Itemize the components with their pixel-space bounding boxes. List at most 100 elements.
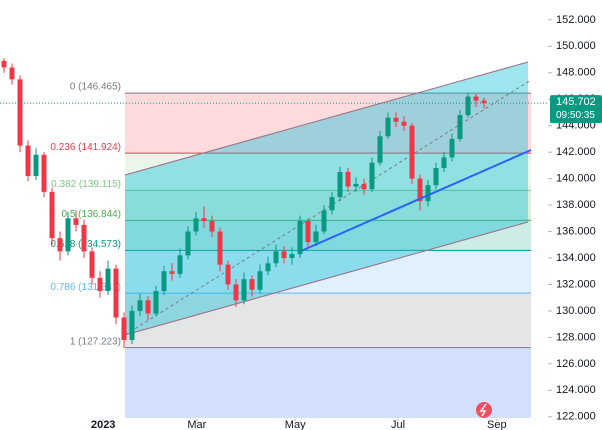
fib-zone (125, 220, 531, 251)
candle-body (25, 145, 31, 176)
candle-body (65, 218, 71, 252)
candle-body (177, 255, 183, 274)
y-tick-label: 150.000 (556, 40, 596, 52)
y-tick-label: 142.000 (556, 146, 596, 158)
logo-bolt (479, 403, 487, 417)
fib-zone (125, 250, 531, 294)
candle-body (89, 251, 95, 278)
axis-background (548, 0, 602, 430)
candle-body (217, 231, 223, 265)
x-tick-label: May (285, 419, 306, 430)
candle-body (393, 117, 399, 122)
candle-body (201, 218, 207, 221)
fib-level-label: 0.382 (139.115) (51, 179, 121, 190)
candle-body (425, 185, 431, 202)
candle-body (41, 154, 47, 192)
y-tick-label: 136.000 (556, 225, 596, 237)
candle-body (481, 100, 487, 104)
candle-body (9, 67, 15, 80)
countdown: 09:50:35 (556, 110, 595, 121)
candle-body (209, 220, 215, 232)
candle-body (297, 220, 303, 255)
trend-line (300, 149, 532, 252)
candle-body (409, 125, 415, 179)
candle-body (249, 279, 255, 290)
y-tick-label: 132.000 (556, 278, 596, 290)
y-tick-label: 128.000 (556, 331, 596, 343)
candle-body (121, 317, 127, 341)
candles (1, 58, 487, 348)
y-tick-label: 152.000 (556, 14, 596, 26)
y-tick-label: 122.000 (556, 411, 596, 423)
candle-body (329, 197, 335, 211)
candle-body (361, 183, 367, 190)
candle-body (313, 231, 319, 243)
x-tick-label: 2023 (91, 419, 115, 430)
candle-body (81, 224, 87, 252)
candle-body (353, 183, 359, 187)
candle-body (257, 271, 263, 290)
candle-body (49, 191, 55, 239)
fib-zone (125, 190, 531, 221)
y-tick-label: 148.000 (556, 67, 596, 79)
candle-body (129, 310, 135, 341)
x-tick-label: Mar (187, 419, 206, 430)
candle-body (113, 268, 119, 318)
candle-body (385, 117, 391, 137)
logo (476, 402, 492, 418)
x-tick-label: Sep (487, 419, 507, 430)
candle-body (169, 271, 175, 274)
candle-body (465, 96, 471, 116)
y-tick-label: 140.000 (556, 173, 596, 185)
channel-lower (124, 221, 529, 336)
fib-level-label: 1 (127.223) (70, 336, 121, 347)
candle-body (289, 254, 295, 258)
y-tick-label: 126.000 (556, 358, 596, 370)
candle-body (145, 300, 151, 314)
y-tick-label: 124.000 (556, 384, 596, 396)
candle-body (345, 172, 351, 187)
candle-body (281, 251, 287, 258)
candle-body (369, 162, 375, 190)
candle-body (73, 218, 79, 225)
y-tick-label: 130.000 (556, 305, 596, 317)
last-price-label: 145.702 (556, 96, 596, 108)
candle-body (225, 264, 231, 285)
candle-body (417, 178, 423, 202)
y-tick-label: 134.000 (556, 252, 596, 264)
candle-body (441, 157, 447, 169)
candle-body (433, 168, 439, 186)
channel-upper (124, 61, 529, 176)
fib-level-label: 0.786 (131.341) (50, 282, 121, 293)
candle-body (377, 136, 383, 163)
logo-circle (476, 402, 492, 418)
candle-body (457, 115, 463, 139)
last-price-box (550, 95, 602, 124)
candle-body (449, 138, 455, 158)
candle-body (17, 79, 23, 146)
candle-body (57, 238, 63, 252)
fib-level-label: 0.5 (136.844) (62, 209, 122, 220)
candle-body (137, 300, 143, 311)
candle-body (305, 220, 311, 243)
fib-level-label: 0.236 (141.924) (50, 142, 121, 153)
fib-level-label: 0 (146.465) (70, 82, 121, 93)
candle-body (153, 291, 159, 314)
fib-zone (125, 347, 531, 418)
fib-retracement: 0 (146.465) 0.236 (141.924) 0.382 (139.115… (50, 82, 531, 418)
candle-body (337, 172, 343, 198)
x-tick-label: Jul (391, 419, 405, 430)
candle-body (473, 96, 479, 101)
fib-zone (125, 153, 531, 191)
candle-body (105, 268, 111, 292)
candle-body (241, 279, 247, 301)
candle-body (1, 60, 7, 68)
candle-body (161, 271, 167, 292)
y-tick-label: 138.000 (556, 199, 596, 211)
fib-zone (125, 293, 531, 348)
candle-body (185, 231, 191, 256)
candle-body (273, 251, 279, 264)
